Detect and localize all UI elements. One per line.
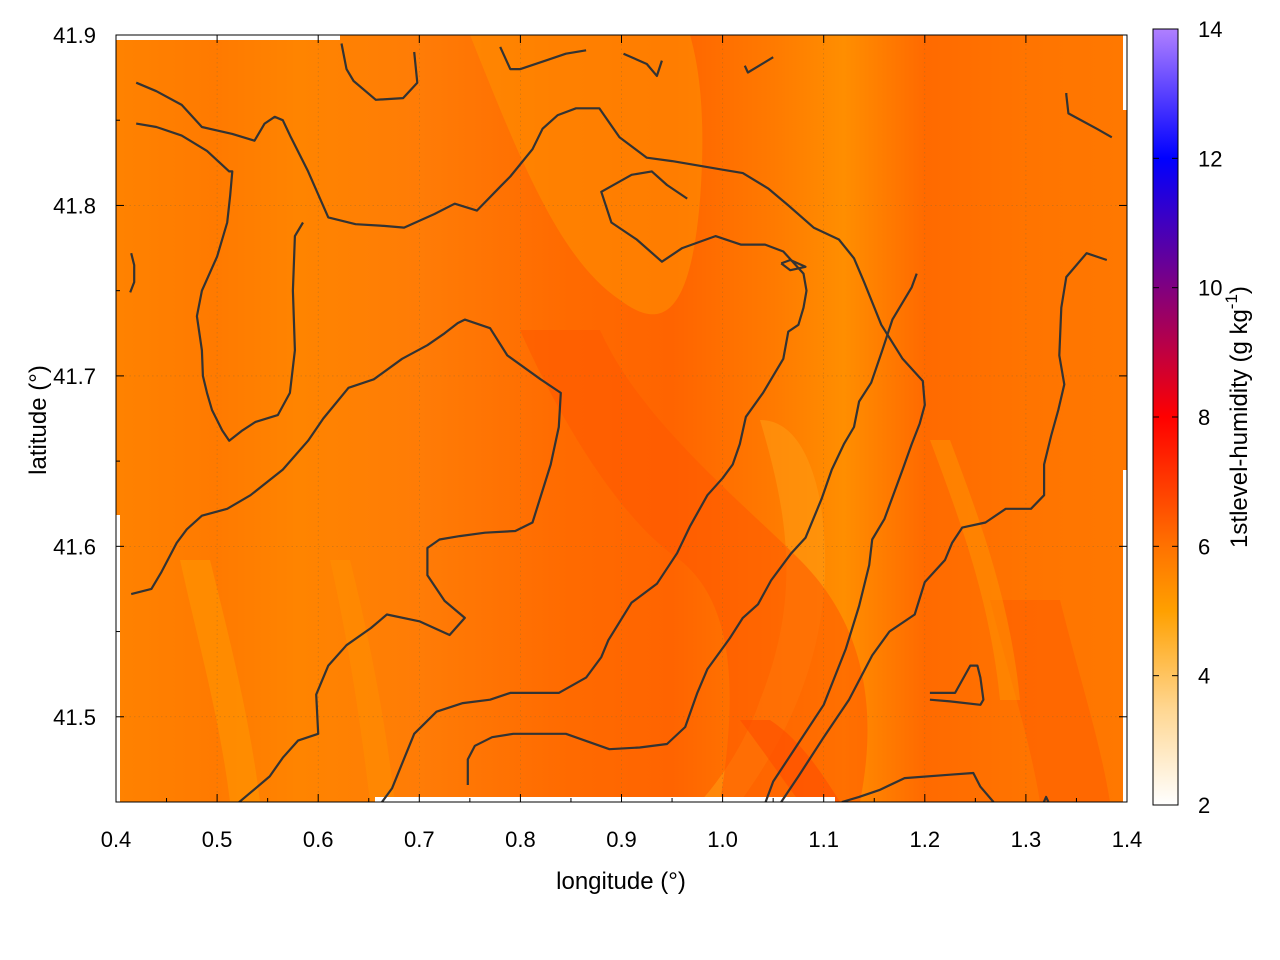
field-band-dry — [470, 35, 703, 315]
x-axis-label: longitude (°) — [556, 868, 686, 895]
y-axis-label: latitude (°) — [25, 365, 52, 475]
field-band-dry — [180, 560, 260, 802]
field-band-dry — [330, 560, 395, 802]
colorbar-label-suffix: ) — [1226, 286, 1253, 294]
colorbar-label-sup: -1 — [1222, 294, 1241, 309]
field-gap — [1123, 35, 1127, 110]
colorbar-tick-label: 4 — [1198, 664, 1210, 689]
y-tick-label: 41.8 — [53, 193, 96, 218]
contour-line — [1065, 93, 1113, 139]
x-tick-label: 0.4 — [101, 827, 132, 852]
field-band-moist — [990, 600, 1110, 802]
field-gap — [116, 515, 120, 802]
x-tick-label: 1.4 — [1112, 827, 1143, 852]
contour-line — [130, 318, 562, 802]
y-tick-label: 41.6 — [53, 534, 96, 559]
colorbar-ticks: 2 4 6 8 10 12 14 — [1153, 17, 1222, 818]
field-band-moist — [740, 720, 840, 802]
field-gap — [1123, 470, 1127, 802]
contour-line — [499, 46, 587, 71]
contour-line — [380, 170, 808, 802]
contour-line — [136, 122, 304, 442]
colorbar-tick-label: 14 — [1198, 17, 1222, 42]
contour-line — [779, 252, 1108, 802]
x-tick-label: 0.6 — [303, 827, 334, 852]
contour-line — [129, 252, 136, 293]
colorbar-label-text: 1stlevel-humidity (g kg — [1226, 309, 1253, 548]
x-tick-label: 0.8 — [505, 827, 536, 852]
colorbar-tick-label: 8 — [1198, 405, 1210, 430]
colorbar-tick-label: 2 — [1198, 793, 1210, 818]
contour-lines — [129, 43, 1113, 802]
x-tick-label: 1.2 — [910, 827, 941, 852]
contour-line — [340, 43, 419, 101]
field-band-moist — [520, 330, 868, 802]
y-tick-label: 41.7 — [53, 364, 96, 389]
contour-line — [743, 56, 774, 74]
x-tick-label: 1.3 — [1011, 827, 1042, 852]
field-gap — [116, 35, 340, 40]
contour-line — [1042, 795, 1050, 802]
contour-line — [466, 273, 918, 785]
y-tick-label: 41.9 — [53, 23, 96, 48]
x-tick-label: 1.1 — [808, 827, 839, 852]
x-tick-label: 0.7 — [404, 827, 435, 852]
contour-line — [135, 81, 926, 802]
colorbar: 2 4 6 8 10 12 14 1stlevel-humidity (g kg-1) — [1152, 17, 1253, 818]
y-tick-label: 41.5 — [53, 705, 96, 730]
field-gap — [375, 797, 835, 802]
colorbar-tick-label: 6 — [1198, 534, 1210, 559]
x-tick-label: 0.5 — [202, 827, 233, 852]
x-axis: 0.4 0.5 0.6 0.7 0.8 0.9 1.0 1.1 1.2 1.3 1.4 — [101, 35, 1143, 852]
contour-line — [780, 258, 807, 272]
x-tick-label: 0.9 — [606, 827, 637, 852]
colorbar-label: 1stlevel-humidity (g kg-1) — [1222, 286, 1253, 548]
y-axis: 41.5 41.6 41.7 41.8 41.9 — [53, 23, 1127, 803]
contour-line — [929, 664, 985, 706]
colorbar-tick-label: 12 — [1198, 146, 1222, 171]
colorbar-tick-label: 10 — [1198, 276, 1222, 301]
contour-line — [841, 771, 995, 802]
field-band-dry — [930, 440, 1020, 700]
x-tick-label: 1.0 — [707, 827, 738, 852]
contour-line — [623, 52, 663, 77]
